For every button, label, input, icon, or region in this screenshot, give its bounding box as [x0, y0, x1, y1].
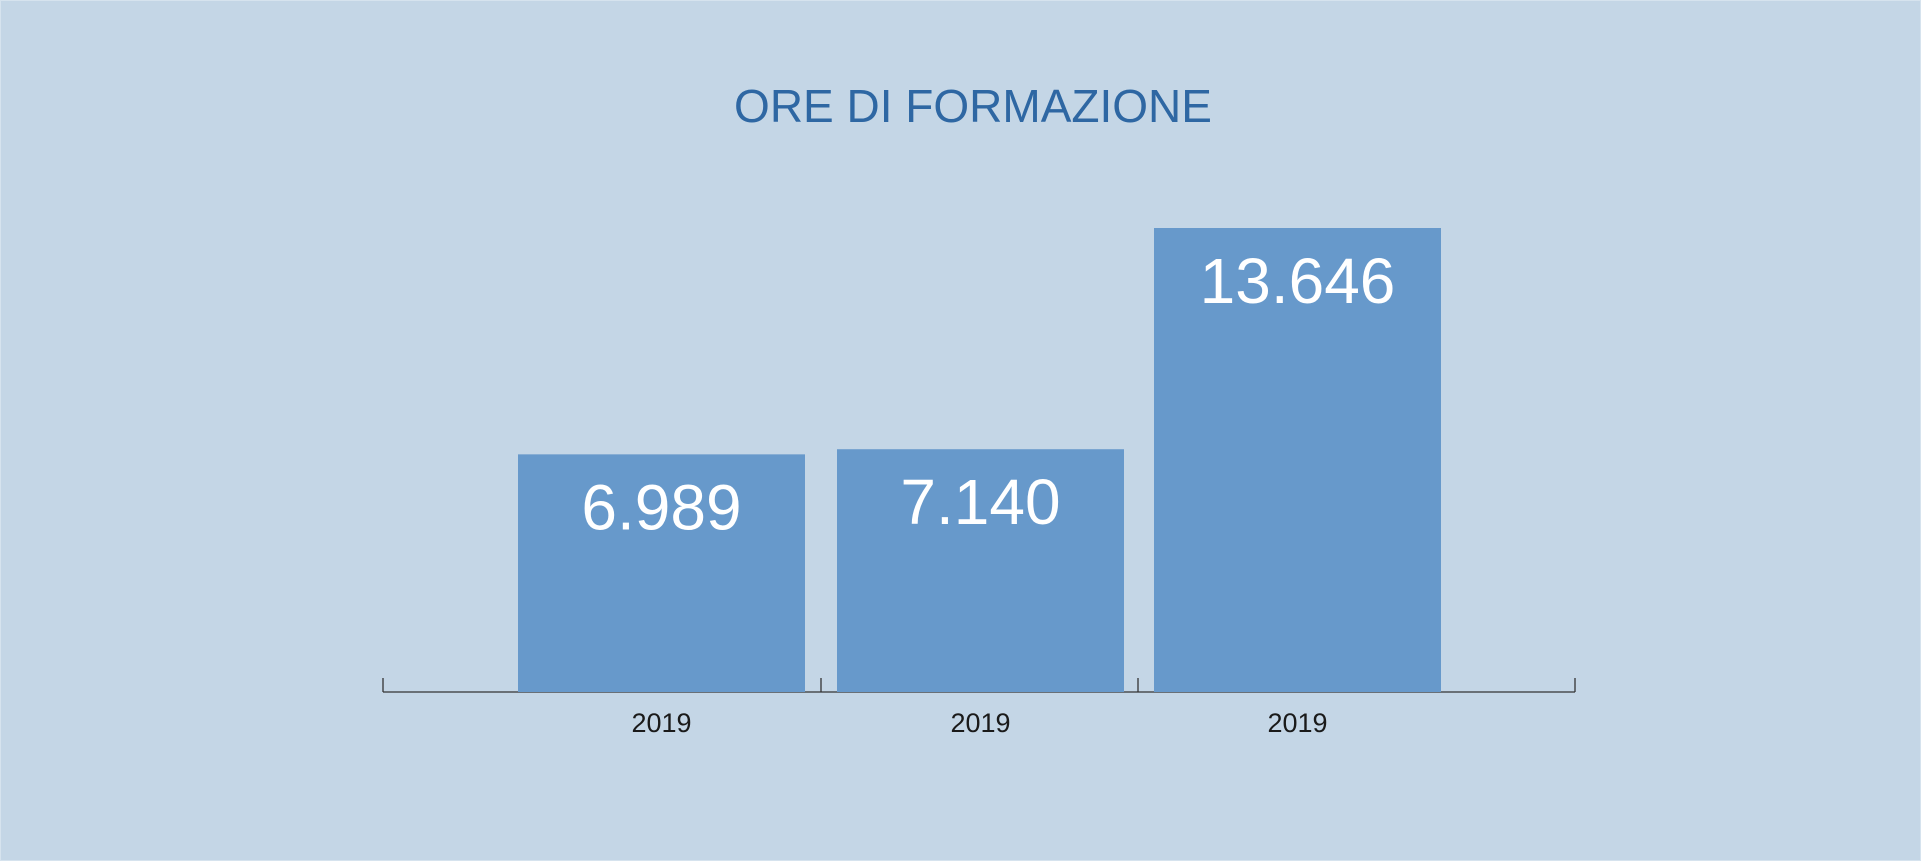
value-label: 6.989 — [581, 471, 741, 543]
bar — [1154, 228, 1441, 692]
value-label: 13.646 — [1200, 245, 1396, 317]
x-tick-label: 2019 — [950, 708, 1010, 738]
x-tick-label: 2019 — [631, 708, 691, 738]
value-label: 7.140 — [900, 466, 1060, 538]
chart-title: ORE DI FORMAZIONE — [734, 80, 1212, 132]
bar — [518, 454, 805, 692]
bar — [837, 449, 1124, 692]
x-tick-label: 2019 — [1267, 708, 1327, 738]
